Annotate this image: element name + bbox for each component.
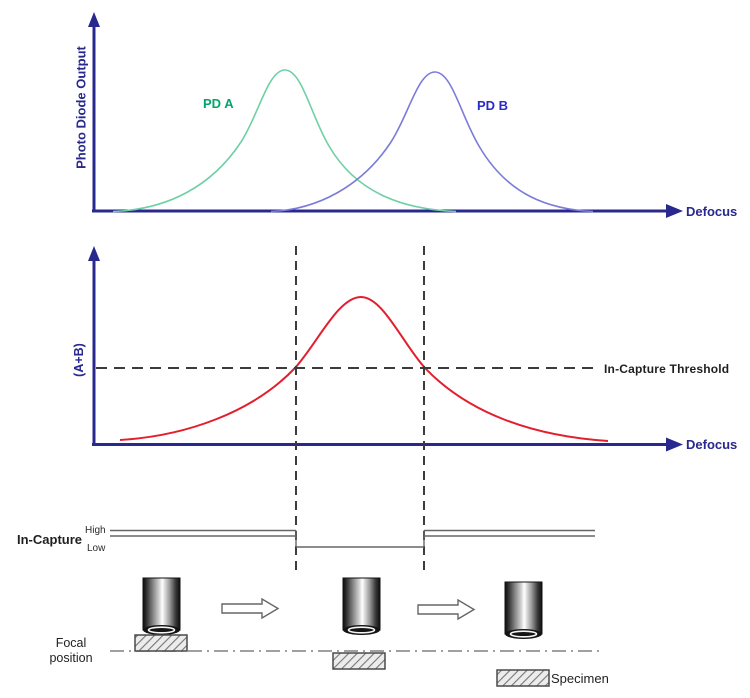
in-capture-signal-trace — [110, 529, 595, 548]
pd-a-curve — [112, 69, 457, 213]
objective-lens-1 — [142, 577, 181, 635]
objective-aperture-ring — [347, 626, 376, 634]
sum-x-axis-label: Defocus — [686, 437, 738, 452]
objective-aperture-ring — [147, 626, 176, 634]
focal-position-label: Focal position — [38, 636, 104, 666]
specimen-3 — [496, 669, 550, 687]
specimen-label: Specimen — [551, 671, 609, 686]
pd-a-label: PD A — [203, 96, 234, 111]
top-y-axis-arrow-icon — [88, 12, 100, 27]
objective-body — [142, 577, 181, 631]
top-y-axis-label: Photo Diode Output — [73, 46, 89, 169]
capture-range-dashed-lines — [295, 246, 425, 574]
pd-b-label: PD B — [477, 98, 509, 113]
signal-low-label: Low — [87, 543, 106, 554]
objective-body — [342, 577, 381, 631]
top-chart-axes — [92, 24, 666, 213]
objective-lens-2 — [342, 577, 381, 635]
sum-x-axis-arrow-icon — [666, 437, 683, 452]
signal-high-label: High — [85, 525, 106, 536]
sequence-arrow-1-icon — [221, 597, 280, 620]
specimen-1 — [134, 634, 188, 652]
focal-position-label-line2: position — [49, 651, 93, 665]
objective-aperture-ring — [509, 630, 538, 638]
top-x-axis-arrow-icon — [666, 204, 683, 218]
objective-body — [504, 581, 543, 635]
in-capture-threshold-label: In-Capture Threshold — [604, 362, 730, 376]
in-capture-signal-label: In-Capture — [17, 532, 82, 547]
top-x-axis-label: Defocus — [686, 204, 738, 219]
sum-chart-axes — [92, 258, 666, 446]
focal-position-label-line1: Focal — [55, 636, 87, 650]
specimen-2 — [332, 652, 386, 670]
sum-y-axis-label: (A+B) — [72, 343, 86, 377]
sum-curve — [119, 295, 609, 442]
pd-b-curve — [270, 71, 594, 213]
sum-y-axis-arrow-icon — [88, 246, 100, 261]
objective-lens-3 — [504, 581, 543, 639]
sequence-arrow-2-icon — [417, 598, 476, 621]
